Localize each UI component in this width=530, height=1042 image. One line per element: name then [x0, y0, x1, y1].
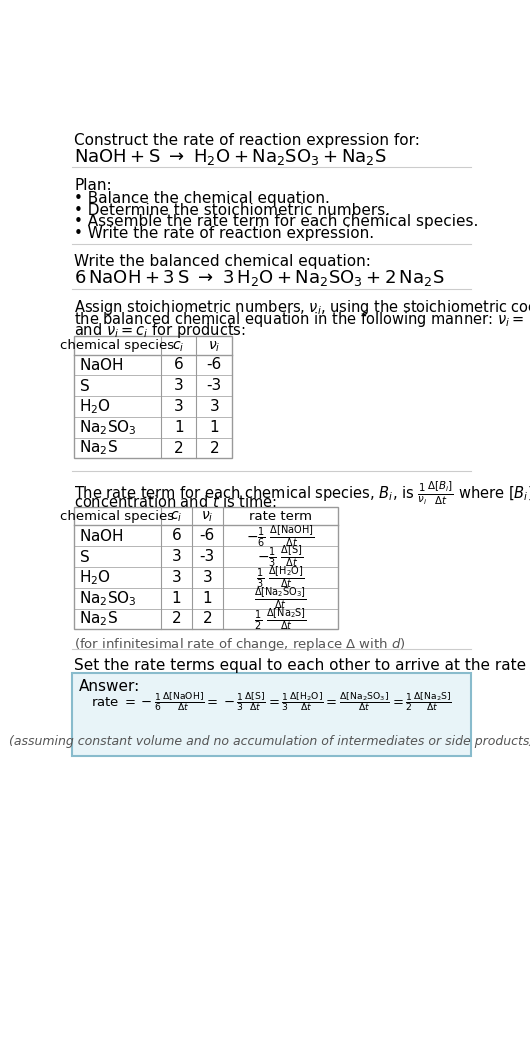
Text: 3: 3: [171, 549, 181, 564]
Text: Plan:: Plan:: [74, 178, 112, 193]
Text: $\frac{1}{2}$ $\frac{\Delta[\mathregular{Na_2S}]}{\Delta t}$: $\frac{1}{2}$ $\frac{\Delta[\mathregular…: [254, 606, 306, 631]
Text: Set the rate terms equal to each other to arrive at the rate expression:: Set the rate terms equal to each other t…: [74, 658, 530, 673]
Text: and $\nu_i = c_i$ for products:: and $\nu_i = c_i$ for products:: [74, 321, 246, 341]
Text: • Write the rate of reaction expression.: • Write the rate of reaction expression.: [74, 226, 374, 241]
Text: $\mathregular{6\,NaOH + 3\,S}$ $\rightarrow$ $\mathregular{3\,H_2O + Na_2SO_3 + : $\mathregular{6\,NaOH + 3\,S}$ $\rightar…: [74, 268, 444, 289]
Text: 3: 3: [209, 399, 219, 414]
Text: $\mathregular{H_2O}$: $\mathregular{H_2O}$: [78, 397, 111, 416]
Text: Answer:: Answer:: [78, 679, 140, 694]
Text: 2: 2: [172, 612, 181, 626]
Bar: [74, 507, 338, 629]
FancyBboxPatch shape: [73, 673, 471, 756]
Text: $\mathregular{S}$: $\mathregular{S}$: [78, 377, 90, 394]
Text: • Determine the stoichiometric numbers.: • Determine the stoichiometric numbers.: [74, 203, 390, 218]
Text: • Balance the chemical equation.: • Balance the chemical equation.: [74, 192, 330, 206]
Text: $\mathregular{NaOH + S}$ $\rightarrow$ $\mathregular{H_2O + Na_2SO_3 + Na_2S}$: $\mathregular{NaOH + S}$ $\rightarrow$ $…: [74, 147, 387, 168]
Text: -6: -6: [200, 528, 215, 543]
Bar: [74, 336, 232, 458]
Text: $c_i$: $c_i$: [170, 510, 182, 524]
Text: $\frac{\Delta[\mathregular{Na_2SO_3}]}{\Delta t}$: $\frac{\Delta[\mathregular{Na_2SO_3}]}{\…: [254, 586, 306, 611]
Text: (assuming constant volume and no accumulation of intermediates or side products): (assuming constant volume and no accumul…: [9, 735, 530, 748]
Text: 6: 6: [171, 528, 181, 543]
Text: $\nu_i$: $\nu_i$: [201, 510, 214, 524]
Text: concentration and $t$ is time:: concentration and $t$ is time:: [74, 494, 277, 510]
Text: $\mathregular{Na_2S}$: $\mathregular{Na_2S}$: [78, 439, 118, 457]
Text: -3: -3: [200, 549, 215, 564]
Text: the balanced chemical equation in the following manner: $\nu_i = -c_i$ for react: the balanced chemical equation in the fo…: [74, 309, 530, 329]
Text: 2: 2: [209, 441, 219, 455]
Text: 1: 1: [172, 591, 181, 605]
Text: (for infinitesimal rate of change, replace $\Delta$ with $d$): (for infinitesimal rate of change, repla…: [74, 637, 406, 653]
Text: 3: 3: [174, 378, 183, 393]
Text: -6: -6: [207, 357, 222, 372]
Text: $-\frac{1}{3}$ $\frac{\Delta[\mathregular{S}]}{\Delta t}$: $-\frac{1}{3}$ $\frac{\Delta[\mathregula…: [257, 544, 303, 570]
Text: chemical species: chemical species: [60, 510, 174, 523]
Text: -3: -3: [207, 378, 222, 393]
Text: $\mathregular{H_2O}$: $\mathregular{H_2O}$: [78, 568, 111, 587]
Text: 2: 2: [202, 612, 212, 626]
Text: $\nu_i$: $\nu_i$: [208, 339, 220, 353]
Text: 2: 2: [174, 441, 183, 455]
Text: Write the balanced chemical equation:: Write the balanced chemical equation:: [74, 254, 371, 270]
Text: $\mathregular{S}$: $\mathregular{S}$: [78, 549, 90, 565]
Text: Assign stoichiometric numbers, $\nu_i$, using the stoichiometric coefficients, $: Assign stoichiometric numbers, $\nu_i$, …: [74, 298, 530, 318]
Text: • Assemble the rate term for each chemical species.: • Assemble the rate term for each chemic…: [74, 215, 479, 229]
Text: $-\frac{1}{6}$ $\frac{\Delta[\mathregular{NaOH}]}{\Delta t}$: $-\frac{1}{6}$ $\frac{\Delta[\mathregula…: [246, 523, 314, 549]
Text: $\mathregular{Na_2SO_3}$: $\mathregular{Na_2SO_3}$: [78, 418, 137, 437]
Text: chemical species: chemical species: [60, 339, 174, 352]
Text: 3: 3: [202, 570, 212, 585]
Text: The rate term for each chemical species, $B_i$, is $\frac{1}{\nu_i}\frac{\Delta[: The rate term for each chemical species,…: [74, 480, 530, 507]
Text: 3: 3: [171, 570, 181, 585]
Text: $c_i$: $c_i$: [172, 339, 185, 353]
Text: rate $= -\frac{1}{6}\frac{\Delta[\mathregular{NaOH}]}{\Delta t} = -\frac{1}{3}\f: rate $= -\frac{1}{6}\frac{\Delta[\mathre…: [91, 690, 452, 713]
Text: 6: 6: [174, 357, 183, 372]
Text: 1: 1: [174, 420, 183, 435]
Text: 1: 1: [202, 591, 212, 605]
Text: $\frac{1}{3}$ $\frac{\Delta[\mathregular{H_2O}]}{\Delta t}$: $\frac{1}{3}$ $\frac{\Delta[\mathregular…: [256, 565, 304, 590]
Text: 3: 3: [174, 399, 183, 414]
Text: $\mathregular{NaOH}$: $\mathregular{NaOH}$: [78, 357, 123, 373]
Text: Construct the rate of reaction expression for:: Construct the rate of reaction expressio…: [74, 132, 420, 148]
Text: $\mathregular{Na_2S}$: $\mathregular{Na_2S}$: [78, 610, 118, 628]
Text: 1: 1: [209, 420, 219, 435]
Text: $\mathregular{Na_2SO_3}$: $\mathregular{Na_2SO_3}$: [78, 589, 137, 607]
Text: $\mathregular{NaOH}$: $\mathregular{NaOH}$: [78, 528, 123, 544]
Text: rate term: rate term: [249, 510, 312, 523]
